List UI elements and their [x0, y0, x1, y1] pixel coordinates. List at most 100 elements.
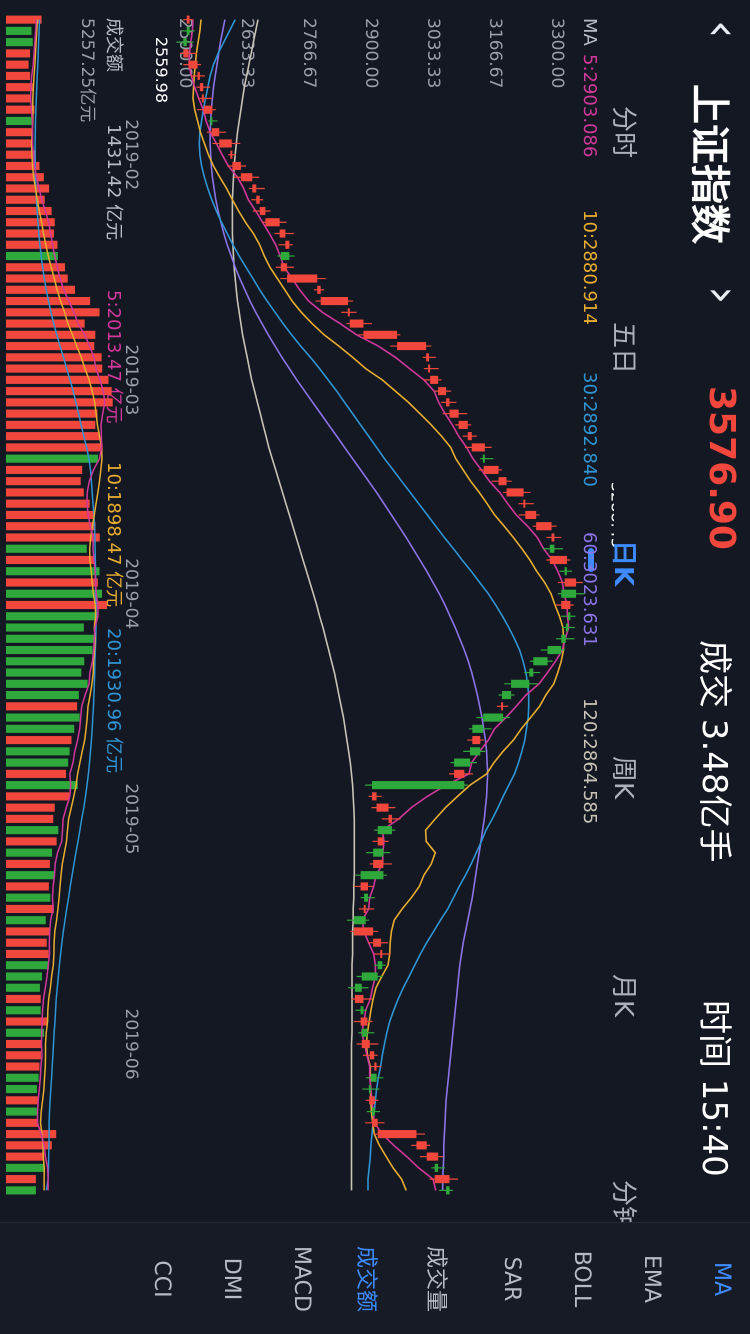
- turnover-bar: [5, 443, 103, 452]
- ma60-line: [209, 19, 489, 1191]
- turnover-bar: [6, 713, 80, 722]
- turnover-bar: [5, 477, 81, 486]
- candle-body: [511, 679, 530, 688]
- candle-body: [360, 1017, 368, 1026]
- turnover-bar: [6, 679, 88, 688]
- candle-body: [551, 533, 555, 542]
- turnover-bar: [5, 1017, 48, 1026]
- turnover-bar: [6, 71, 31, 80]
- turnover-bar: [5, 691, 79, 700]
- menu-sar[interactable]: SAR: [499, 1256, 524, 1302]
- candle-body: [361, 1028, 368, 1037]
- candle-body: [547, 645, 562, 655]
- date-axis-tick: 2019-03: [121, 344, 141, 415]
- candle-body: [523, 499, 526, 508]
- candle-body: [506, 488, 524, 497]
- turnover-bar: [6, 634, 96, 643]
- turnover-bar: [6, 600, 108, 610]
- candle-body: [372, 1107, 375, 1116]
- chevron-right-icon[interactable]: ›: [696, 286, 750, 305]
- candle-body: [373, 848, 384, 857]
- turnover-bar: [5, 645, 93, 655]
- turnover-bar: [6, 1175, 36, 1184]
- turnover-bar: [6, 533, 100, 542]
- turnover-bar: [5, 1073, 39, 1082]
- turnover-bar: [6, 758, 69, 767]
- turnover-axis-tick: 5257.25亿元: [77, 18, 97, 122]
- turnover-bar: [6, 229, 54, 238]
- menu-cci[interactable]: CCI: [149, 1260, 174, 1298]
- ma-legend-item: 30:2892.840: [579, 372, 600, 487]
- turnover-bar: [6, 916, 46, 925]
- candle-body: [353, 927, 374, 936]
- turnover-bar: [5, 994, 41, 1004]
- candle-body: [230, 150, 233, 159]
- candle-body: [472, 724, 484, 733]
- candle-body: [561, 634, 566, 643]
- turnover-bar: [5, 612, 98, 621]
- turnover-bar: [5, 882, 49, 891]
- turnover-bar: [6, 15, 42, 24]
- candle-body: [211, 128, 220, 137]
- turnover-bar: [5, 409, 98, 418]
- kline-chart[interactable]: MA 5:2903.086 10:2880.914 30:2892.840 60:302…: [0, 0, 614, 1334]
- price-axis-tick: 3033.33: [423, 18, 443, 88]
- turnover-bar: [6, 375, 109, 384]
- menu-volume[interactable]: 成交量: [423, 1245, 448, 1312]
- candle-body: [561, 589, 577, 598]
- menu-ma[interactable]: MA: [709, 1261, 734, 1297]
- turnover-bar: [6, 814, 54, 823]
- turnover-bar: [6, 240, 58, 249]
- candle-body: [372, 781, 465, 790]
- candle-body: [349, 319, 364, 328]
- menu-turnover[interactable]: 成交额: [353, 1245, 378, 1312]
- candle-body: [430, 375, 439, 384]
- candle-body: [265, 218, 280, 227]
- candle-body: [434, 1163, 439, 1172]
- turnover-bar: [6, 927, 50, 936]
- candle-body: [438, 387, 447, 396]
- candle-body: [369, 1096, 375, 1105]
- turnover-bar: [6, 308, 100, 317]
- candle-body: [183, 49, 189, 58]
- candle-body: [361, 1039, 370, 1049]
- candle-body: [568, 612, 571, 621]
- turnover-bar: [6, 353, 102, 362]
- candle-body: [287, 274, 318, 283]
- candle-body: [549, 544, 555, 553]
- turnover-ma5-line: [29, 19, 106, 1191]
- turnover-bar: [5, 1051, 41, 1060]
- candle-body: [199, 83, 204, 92]
- turnover-bar: [6, 848, 53, 857]
- menu-ema[interactable]: EMA: [639, 1255, 664, 1303]
- candle-body: [363, 330, 398, 339]
- turnover-bar: [6, 972, 42, 981]
- menu-dmi[interactable]: DMI: [219, 1257, 244, 1301]
- ma5-line: [188, 19, 570, 1191]
- menu-macd[interactable]: MACD: [289, 1246, 314, 1312]
- candle-body: [320, 297, 349, 306]
- candle-body: [353, 916, 366, 925]
- turnover-bar: [6, 1130, 57, 1139]
- price-axis-tick: 2900.00: [361, 18, 381, 88]
- chevron-left-icon[interactable]: ‹: [696, 20, 750, 39]
- turnover-bar: [6, 1118, 39, 1127]
- candle-body: [203, 105, 213, 114]
- turnover-bar: [6, 567, 100, 576]
- candle-body: [354, 994, 364, 1004]
- candle-body: [454, 769, 465, 778]
- turnover-bar: [6, 724, 75, 733]
- turnover-bar: [6, 522, 96, 531]
- turnover-bar: [6, 904, 54, 913]
- turnover-bar: [5, 184, 50, 193]
- max-price-label: 3288.45: [607, 482, 614, 548]
- price-axis: 3300.00 3166.67 3033.33 2900.00 2766.67 2633.…: [175, 18, 567, 88]
- date-axis-tick: 2019-05: [121, 783, 141, 854]
- menu-boll[interactable]: BOLL: [569, 1250, 594, 1308]
- turnover-bar: [5, 60, 29, 69]
- candle-body: [317, 285, 321, 294]
- candle-body: [252, 184, 257, 193]
- turnover-bar: [6, 1096, 38, 1105]
- candle-body: [426, 1152, 439, 1161]
- candle-body: [449, 409, 459, 418]
